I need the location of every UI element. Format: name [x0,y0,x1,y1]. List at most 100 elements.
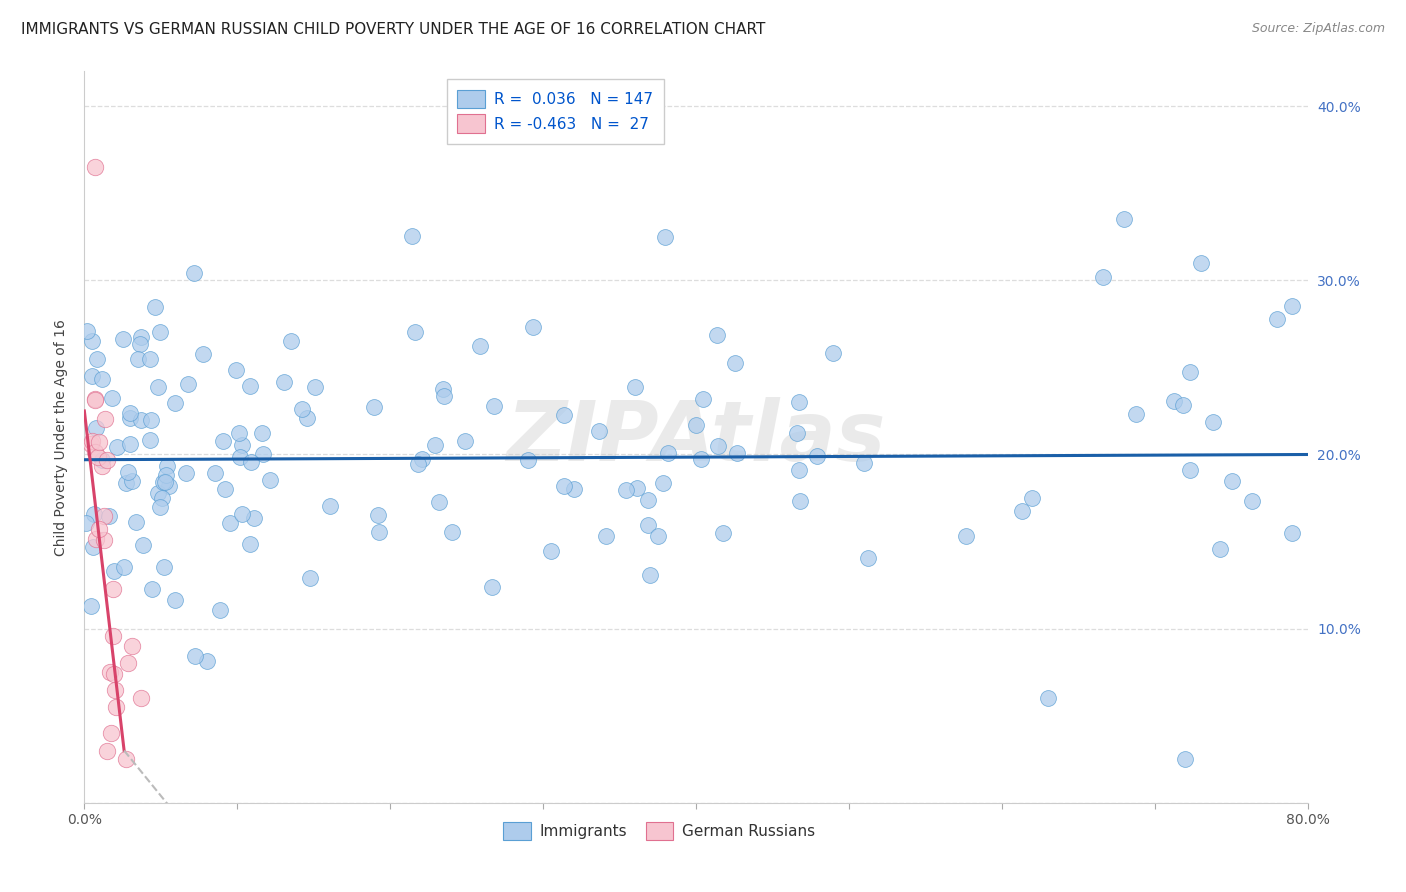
Point [84,392,107,407]
Point [163,592,186,607]
Point [562,482,585,496]
Point [1036,691,1059,706]
Point [125,516,148,530]
Point [105,440,128,454]
Point [129,413,152,427]
Point [84,392,107,406]
Point [806,449,828,463]
Point [214,482,236,496]
Point [103,565,125,579]
Point [706,328,728,343]
Point [90,459,112,474]
Point [484,399,506,413]
Point [553,479,575,493]
Point [84,421,107,435]
Point [427,495,450,509]
Point [91,452,114,467]
Point [83,508,105,522]
Point [411,451,433,466]
Point [131,330,153,344]
Point [76,324,98,338]
Point [640,568,662,582]
Point [291,401,314,416]
Point [80,434,103,448]
Point [685,418,707,433]
Point [146,380,169,394]
Point [150,491,173,505]
Point [80,334,103,349]
Point [1202,415,1225,429]
Point [84,445,107,459]
Point [104,700,127,714]
Point [433,389,456,403]
Point [197,655,219,669]
Text: ZIPAtlas: ZIPAtlas [506,397,886,477]
Point [423,437,446,451]
Point [143,300,166,314]
Point [153,475,176,490]
Point [319,499,342,513]
Point [112,560,135,574]
Point [132,538,155,552]
Point [174,466,197,480]
Point [280,334,302,349]
Point [540,543,562,558]
Point [522,320,544,334]
Point [84,533,107,547]
Point [404,326,426,340]
Point [101,629,124,643]
Point [440,525,463,540]
Legend: Immigrants, German Russians: Immigrants, German Russians [496,815,821,847]
Point [1173,398,1195,412]
Point [595,529,617,543]
Point [516,453,538,467]
Point [637,518,659,533]
Point [623,380,645,394]
Point [298,571,321,585]
Point [212,434,235,448]
Point [177,377,200,392]
Point [711,526,734,541]
Point [103,682,125,697]
Point [111,332,134,346]
Point [146,486,169,500]
Point [432,382,454,396]
Point [690,452,713,467]
Point [148,500,170,514]
Point [149,325,172,339]
Point [295,410,318,425]
Point [139,433,162,447]
Point [120,411,142,425]
Point [787,463,810,477]
Point [152,475,174,489]
Point [117,465,139,479]
Point [228,425,250,440]
Point [231,438,253,452]
Point [97,508,120,523]
Point [1209,542,1232,557]
Point [75,516,97,530]
Point [588,425,610,439]
Point [80,599,103,614]
Point [304,380,326,394]
Point [239,455,262,469]
Point [84,160,107,174]
Point [1114,212,1136,227]
Point [103,667,125,681]
Point [401,229,423,244]
Point [250,426,273,441]
Point [647,529,669,543]
Point [1021,491,1043,505]
Point [252,447,274,461]
Y-axis label: Child Poverty Under the Age of 16: Child Poverty Under the Age of 16 [53,318,67,556]
Point [553,408,575,422]
Point [1091,269,1114,284]
Point [1265,311,1288,326]
Point [1220,474,1243,488]
Point [94,412,117,426]
Point [141,413,163,427]
Point [90,372,112,386]
Point [1281,526,1303,541]
Point [1281,300,1303,314]
Point [725,445,748,459]
